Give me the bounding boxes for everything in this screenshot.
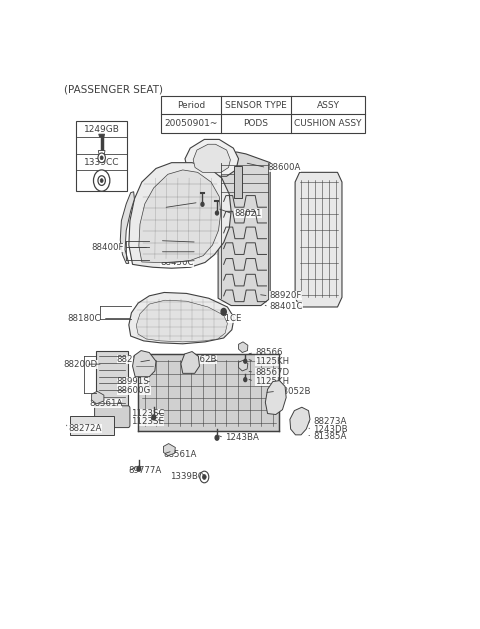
- Polygon shape: [185, 140, 239, 176]
- Text: 1123SE: 1123SE: [131, 417, 164, 426]
- Text: 88566: 88566: [255, 348, 282, 357]
- Text: 1123SC: 1123SC: [131, 409, 164, 418]
- Circle shape: [244, 377, 247, 382]
- Circle shape: [221, 308, 226, 315]
- Text: 88600G: 88600G: [117, 386, 151, 395]
- Circle shape: [244, 359, 247, 363]
- Polygon shape: [193, 144, 230, 172]
- Text: (PASSENGER SEAT): (PASSENGER SEAT): [64, 84, 164, 94]
- Circle shape: [216, 211, 218, 215]
- Circle shape: [98, 175, 106, 186]
- Text: 88021: 88021: [234, 209, 262, 218]
- Text: 20050901~: 20050901~: [164, 119, 217, 128]
- Text: 1339CC: 1339CC: [84, 158, 120, 167]
- Text: 88920F: 88920F: [269, 291, 302, 301]
- Polygon shape: [92, 391, 104, 404]
- Bar: [138, 354, 279, 431]
- Circle shape: [137, 466, 141, 471]
- Text: 88022: 88022: [164, 203, 192, 212]
- Polygon shape: [265, 381, 286, 415]
- Text: 1243BA: 1243BA: [225, 433, 259, 442]
- Polygon shape: [120, 192, 134, 264]
- Text: 88561A: 88561A: [89, 399, 122, 408]
- Polygon shape: [139, 170, 221, 262]
- Polygon shape: [295, 172, 342, 307]
- Text: 88052B: 88052B: [277, 387, 311, 396]
- Text: 1243DB: 1243DB: [313, 425, 348, 433]
- Circle shape: [203, 474, 206, 479]
- Text: SENSOR TYPE: SENSOR TYPE: [225, 101, 287, 109]
- Polygon shape: [163, 443, 175, 455]
- Polygon shape: [136, 300, 228, 342]
- Polygon shape: [129, 292, 234, 344]
- Circle shape: [94, 170, 110, 191]
- Polygon shape: [99, 134, 105, 137]
- Text: 88401C: 88401C: [160, 236, 194, 245]
- Text: 81385A: 81385A: [313, 431, 347, 441]
- Text: 1339BC: 1339BC: [170, 472, 204, 481]
- Text: 88380C: 88380C: [160, 247, 194, 256]
- Text: 88272A: 88272A: [68, 424, 102, 433]
- Bar: [234, 166, 241, 198]
- Text: 88062B: 88062B: [183, 355, 217, 364]
- Circle shape: [100, 179, 103, 182]
- Circle shape: [200, 471, 209, 483]
- Text: 88567D: 88567D: [255, 368, 289, 377]
- Polygon shape: [290, 407, 310, 435]
- Polygon shape: [239, 342, 248, 352]
- Bar: [161, 96, 365, 133]
- Bar: [71, 416, 114, 435]
- Text: 88180C: 88180C: [67, 314, 101, 323]
- Text: Period: Period: [177, 101, 205, 109]
- Text: 89777A: 89777A: [128, 466, 161, 475]
- Text: CUSHION ASSY: CUSHION ASSY: [294, 119, 362, 128]
- Polygon shape: [181, 352, 200, 374]
- Text: 1125KH: 1125KH: [255, 377, 289, 386]
- Text: 88401C: 88401C: [269, 303, 303, 311]
- Polygon shape: [98, 150, 105, 155]
- Text: PODS: PODS: [243, 119, 268, 128]
- Text: 88200D: 88200D: [64, 360, 98, 369]
- Circle shape: [152, 415, 156, 420]
- Text: 88991S: 88991S: [117, 377, 149, 386]
- Text: 88400F: 88400F: [92, 243, 124, 252]
- Circle shape: [201, 203, 204, 206]
- Text: 88273A: 88273A: [313, 417, 347, 426]
- Text: 88561A: 88561A: [163, 450, 197, 459]
- Bar: [96, 350, 128, 411]
- Text: 1461CE: 1461CE: [208, 314, 241, 323]
- Text: 1249GB: 1249GB: [84, 125, 120, 134]
- Text: ASSY: ASSY: [317, 101, 340, 109]
- Polygon shape: [129, 163, 231, 268]
- Text: 1125KH: 1125KH: [255, 357, 289, 365]
- Circle shape: [215, 435, 219, 440]
- Circle shape: [98, 153, 106, 163]
- Text: 88286A: 88286A: [117, 355, 150, 364]
- FancyBboxPatch shape: [95, 406, 130, 428]
- Text: 88450C: 88450C: [160, 259, 194, 267]
- Bar: [76, 121, 127, 191]
- Text: 88600A: 88600A: [267, 163, 301, 172]
- Polygon shape: [218, 152, 270, 306]
- Polygon shape: [239, 360, 248, 371]
- Circle shape: [100, 156, 103, 160]
- Polygon shape: [132, 350, 156, 377]
